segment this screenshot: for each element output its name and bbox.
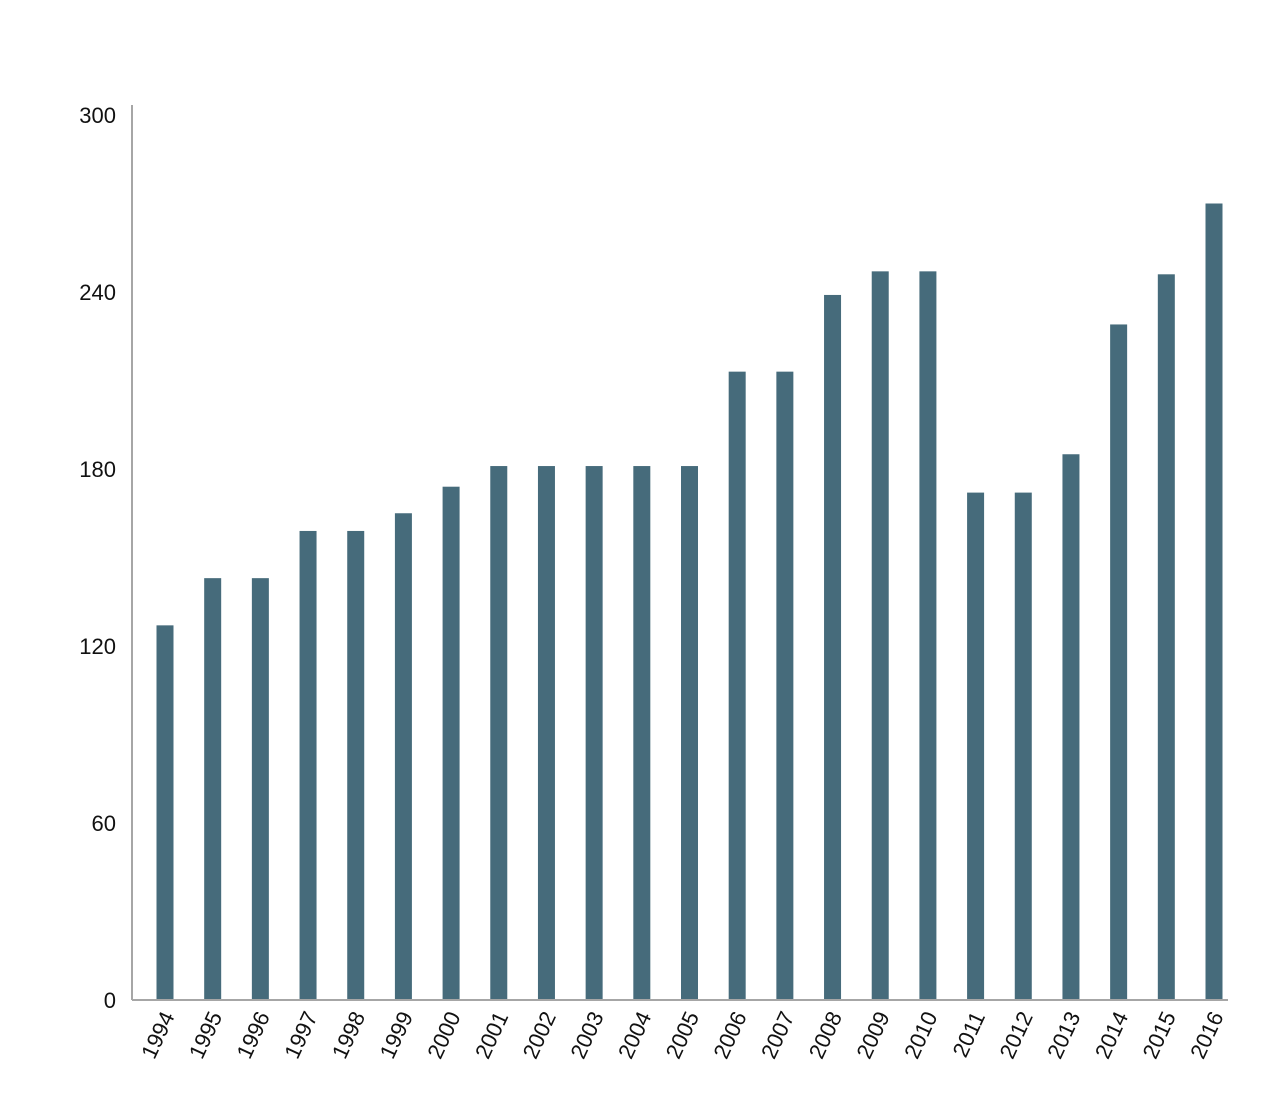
y-tick-label: 120 (79, 634, 116, 659)
bar (585, 466, 603, 1000)
bar (204, 578, 222, 1000)
bar (1110, 324, 1128, 1000)
x-tick-label: 2016 (1185, 1008, 1228, 1063)
bar (776, 371, 794, 1000)
x-tick-label: 1996 (232, 1008, 275, 1063)
bar (442, 486, 460, 1000)
bar (871, 271, 889, 1001)
x-tick-label: 2014 (1090, 1008, 1133, 1063)
bar (633, 466, 651, 1000)
x-tick-label: 2010 (899, 1008, 942, 1063)
x-tick-label: 2003 (565, 1008, 608, 1063)
bar (967, 492, 985, 1000)
y-tick-label: 0 (104, 988, 116, 1013)
bar (251, 578, 269, 1000)
x-tick-label: 2006 (708, 1008, 751, 1063)
bar (490, 466, 508, 1000)
x-tick-label: 1997 (279, 1008, 322, 1063)
x-tick-label: 2004 (613, 1008, 656, 1063)
bar (1205, 203, 1223, 1000)
x-tick-label: 1995 (184, 1008, 227, 1063)
x-tick-label: 2009 (851, 1008, 894, 1063)
x-tick-label: 2008 (804, 1008, 847, 1063)
x-tick-label: 2011 (947, 1008, 990, 1061)
bar (156, 625, 174, 1000)
x-tick-label: 2002 (518, 1008, 561, 1063)
bar (1014, 492, 1032, 1000)
bar (728, 371, 746, 1000)
x-tick-label: 1999 (375, 1008, 418, 1063)
y-tick-label: 60 (92, 811, 116, 836)
bar (537, 466, 555, 1000)
y-tick-label: 300 (79, 103, 116, 128)
x-tick-label: 2013 (1042, 1008, 1085, 1063)
bar (1062, 454, 1080, 1000)
x-tick-label: 1998 (327, 1008, 370, 1063)
bar (824, 294, 842, 1000)
bar (919, 271, 937, 1001)
x-tick-label: 2000 (422, 1008, 465, 1063)
y-axis-ticks: 0 60 120 180 240 300 (79, 103, 116, 1013)
bars-group (156, 203, 1223, 1001)
bar (394, 513, 412, 1000)
bar (299, 530, 317, 1000)
y-tick-label: 240 (79, 280, 116, 305)
bar (1157, 274, 1175, 1000)
bar (681, 466, 698, 1000)
x-axis-ticks: 1994 1995 1996 1997 1998 1999 2000 2001 2002 2003… (136, 1008, 1228, 1063)
x-tick-label: 2012 (994, 1008, 1037, 1063)
x-tick-label: 2001 (470, 1008, 513, 1063)
x-tick-label: 2007 (756, 1008, 799, 1063)
x-tick-label: 2015 (1138, 1008, 1181, 1063)
bar (347, 530, 365, 1000)
x-tick-label: 2005 (661, 1008, 704, 1063)
x-tick-label: 1994 (136, 1008, 179, 1063)
y-tick-label: 180 (79, 457, 116, 482)
